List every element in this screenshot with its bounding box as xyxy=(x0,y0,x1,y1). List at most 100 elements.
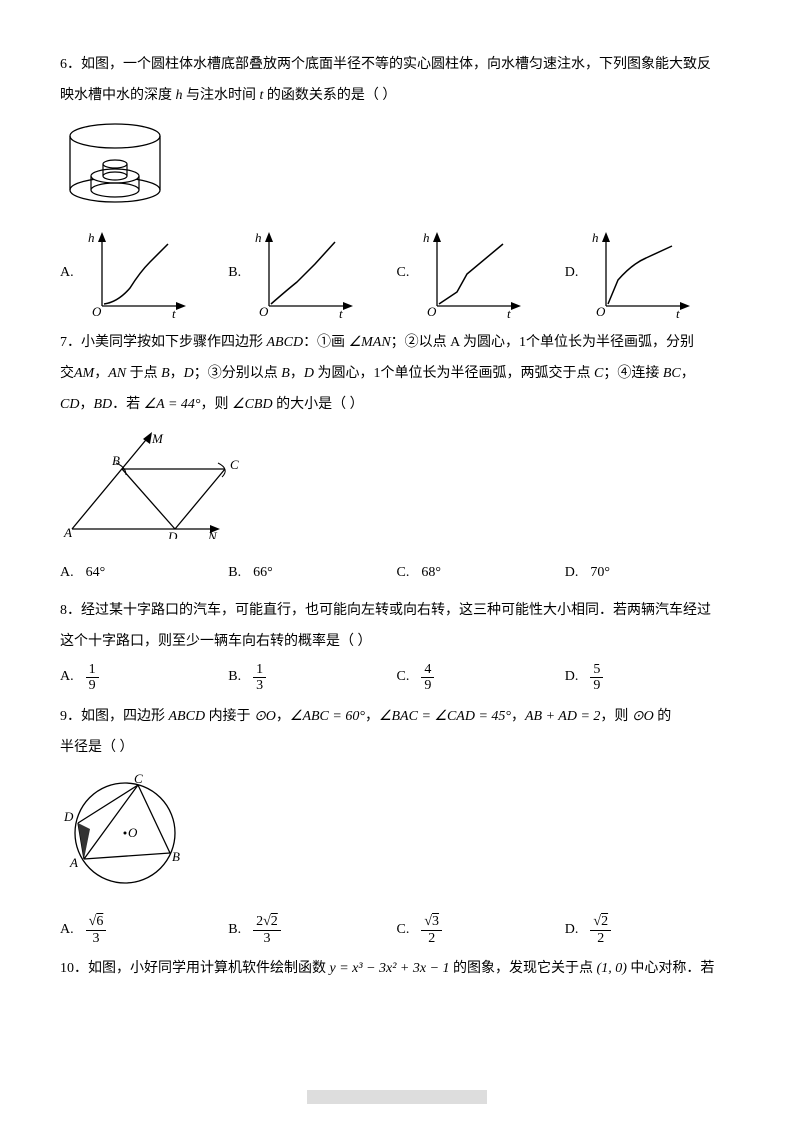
svg-text:t: t xyxy=(507,306,511,318)
q6-label-d: D. xyxy=(565,258,579,319)
q6-label-b: B. xyxy=(228,258,241,319)
svg-text:N: N xyxy=(207,529,218,539)
q8-an: 1 xyxy=(86,662,99,678)
q8-cd: 9 xyxy=(421,678,434,693)
q7-vb: 66° xyxy=(253,558,273,589)
question-8: 8．经过某十字路口的汽车，可能直行，也可能向左转或向右转，这三种可能性大小相同．… xyxy=(60,596,733,693)
q6-label-c: C. xyxy=(397,258,410,319)
q8-fb: 13 xyxy=(253,662,266,694)
q7-p7: B xyxy=(281,366,290,381)
question-7: 7．小美同学按如下步骤作四边形 ABCD：①画 ∠MAN；②以点 A 为圆心，1… xyxy=(60,328,733,588)
q7-abcd: ABCD xyxy=(267,335,304,350)
q7-text3: CD，BD．若 ∠A = 44°，则 ∠CBD 的大小是（ ） xyxy=(60,390,733,421)
question-10: 10．如图，小好同学用计算机软件绘制函数 y = x³ − 3x² + 3x −… xyxy=(60,954,733,985)
q8-opt-d: D. 59 xyxy=(565,662,733,694)
q6-var-h: h xyxy=(176,88,183,103)
q7-opt-c: C. 68° xyxy=(397,558,565,589)
q9-opt-a: A.√63 xyxy=(60,914,228,946)
cylinder-svg xyxy=(60,118,170,208)
q9-opt-c: C.√32 xyxy=(397,914,565,946)
svg-text:D: D xyxy=(167,529,178,539)
cylinder-figure xyxy=(60,118,733,221)
q7-p8: ， xyxy=(290,366,304,381)
svg-text:O: O xyxy=(92,304,102,318)
q8-options: A.19 B.13 C.49 D.59 xyxy=(60,662,733,694)
q9-cd: 2 xyxy=(425,931,438,946)
svg-text:h: h xyxy=(423,230,430,245)
q9-circle: ⊙O xyxy=(254,709,276,724)
rhombus-figure: M B C A D N xyxy=(60,429,733,552)
q9-bn: 2√2 xyxy=(253,914,281,930)
q7-p12: ， xyxy=(681,366,695,381)
svg-text:t: t xyxy=(676,306,680,318)
q8-fd: 59 xyxy=(590,662,603,694)
circle-figure: C D A B O xyxy=(60,771,733,904)
q8-ad: 9 xyxy=(86,678,99,693)
q7-cd: CD xyxy=(60,397,79,412)
q7-la: A. xyxy=(60,558,74,589)
q10-p2: 的图象，发现它关于点 xyxy=(450,961,597,976)
q7-bc: BC xyxy=(663,366,681,381)
q9-fa: √63 xyxy=(86,914,107,946)
q7-lc: C. xyxy=(397,558,410,589)
q8-cn: 4 xyxy=(421,662,434,678)
q9-bd: 3 xyxy=(260,931,273,946)
chart-a: h t O xyxy=(80,230,190,318)
svg-text:A: A xyxy=(63,525,72,539)
svg-text:O: O xyxy=(427,304,437,318)
svg-text:D: D xyxy=(63,809,74,824)
svg-text:B: B xyxy=(112,453,120,468)
q7-b: B xyxy=(161,366,170,381)
q9-ld: D. xyxy=(565,915,579,946)
q10-text: 10．如图，小好同学用计算机软件绘制函数 y = x³ − 3x² + 3x −… xyxy=(60,954,733,985)
q7-c1: ， xyxy=(94,366,108,381)
q9-circle2: ⊙O xyxy=(632,709,654,724)
q10-eq: y = x³ − 3x² + 3x − 1 xyxy=(330,961,450,976)
q7-p2: ；②以点 A 为圆心，1个单位长为半径画弧，分别 xyxy=(391,335,694,350)
q8-fc: 49 xyxy=(421,662,434,694)
q6-opt-c: C. h t O xyxy=(397,230,565,318)
q9-fc: √32 xyxy=(421,914,442,946)
q7-opt-d: D.70° xyxy=(565,558,733,589)
question-6: 6．如图，一个圆柱体水槽底部叠放两个底面半径不等的实心圆柱体，向水槽匀速注水，下… xyxy=(60,50,733,318)
q9-an: √6 xyxy=(86,914,107,930)
q7-opt-b: B.66° xyxy=(228,558,396,589)
q8-dn: 5 xyxy=(590,662,603,678)
q9-fd: √22 xyxy=(590,914,611,946)
circle-svg: C D A B O xyxy=(60,771,190,891)
q6-opt-b: B. h t O xyxy=(228,230,396,318)
q8-bn: 1 xyxy=(253,662,266,678)
q7-an: AN xyxy=(108,366,126,381)
q7-vc: 68° xyxy=(421,558,441,589)
q7-ld: D. xyxy=(565,558,579,589)
svg-text:O: O xyxy=(128,825,138,840)
q8-lc: C. xyxy=(397,662,410,693)
q9-p4: ， xyxy=(365,709,379,724)
q6-line2: 映水槽中水的深度 h 与注水时间 t 的函数关系的是（ ） xyxy=(60,81,733,112)
q8-text2: 这个十字路口，则至少一辆车向右转的概率是（ ） xyxy=(60,627,733,658)
q7-p6: ；③分别以点 xyxy=(194,366,282,381)
q9-p7: 的 xyxy=(654,709,672,724)
q9-dn: √2 xyxy=(590,914,611,930)
q6-t2a: 映水槽中水的深度 xyxy=(60,88,176,103)
q7-man: ∠MAN xyxy=(349,335,391,350)
chart-b: h t O xyxy=(247,230,357,318)
q9-fb: 2√23 xyxy=(253,914,281,946)
q9-p6: ，则 xyxy=(600,709,632,724)
q9-opt-d: D. √22 xyxy=(565,914,733,946)
q9-abc: ∠ABC = 60° xyxy=(290,709,365,724)
rhombus-svg: M B C A D N xyxy=(60,429,260,539)
svg-text:h: h xyxy=(88,230,95,245)
q7-text2: 交AM，AN 于点 B，D；③分别以点 B，D 为圆心，1个单位长为半径画弧，两… xyxy=(60,359,733,390)
q7-d: D xyxy=(184,366,194,381)
q8-ld: D. xyxy=(565,662,579,693)
q7-text: 7．小美同学按如下步骤作四边形 ABCD：①画 ∠MAN；②以点 A 为圆心，1… xyxy=(60,328,733,359)
q8-bd: 3 xyxy=(253,678,266,693)
q7-p1: ：①画 xyxy=(303,335,349,350)
q7-bd: BD xyxy=(93,397,112,412)
q9-dd: 2 xyxy=(594,931,607,946)
q9-p1: 9．如图，四边形 xyxy=(60,709,169,724)
q10-p3: 中心对称．若 xyxy=(627,961,715,976)
q9-text: 9．如图，四边形 ABCD 内接于 ⊙O，∠ABC = 60°，∠BAC = ∠… xyxy=(60,702,733,733)
q7-p4: 于点 xyxy=(126,366,161,381)
